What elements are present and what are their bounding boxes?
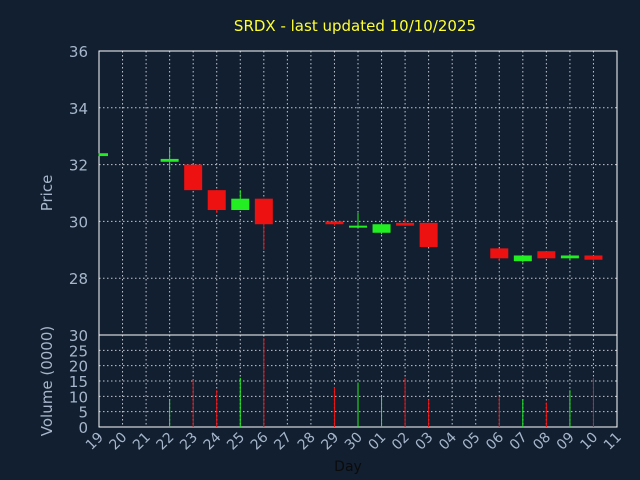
candle-body <box>419 222 438 247</box>
x-tick-label: 28 <box>295 430 319 454</box>
volume-tick-label: 30 <box>69 327 88 345</box>
x-axis-label: Day <box>334 459 362 475</box>
x-tick-label: 26 <box>248 429 272 453</box>
candle-body <box>184 164 203 191</box>
x-tick-label: 22 <box>154 430 178 454</box>
candle-body <box>490 248 509 259</box>
price-axis-label: Price <box>38 175 56 212</box>
candle-body <box>231 198 250 211</box>
x-tick-label: 05 <box>460 430 484 454</box>
price-tick-label: 36 <box>69 43 88 61</box>
x-tick-label: 29 <box>318 430 342 454</box>
candle-body <box>584 255 603 260</box>
candle-body <box>207 190 226 211</box>
volume-tick-label: 0 <box>78 419 88 437</box>
candle-body <box>349 225 367 228</box>
candle-body <box>254 198 273 225</box>
x-tick-label: 25 <box>224 430 248 454</box>
x-tick-label: 03 <box>413 430 437 454</box>
x-tick-label: 04 <box>436 429 460 453</box>
x-tick-label: 01 <box>365 430 389 454</box>
price-tick-label: 28 <box>69 270 88 288</box>
price-tick-label: 30 <box>69 213 88 231</box>
volume-axis-label: Volume (0000) <box>38 326 56 436</box>
x-tick-label: 07 <box>507 430 531 454</box>
candle-body <box>396 222 415 226</box>
x-tick-label: 10 <box>577 430 601 454</box>
x-tick-label: 11 <box>601 430 625 454</box>
x-tick-label: 30 <box>342 430 366 454</box>
volume-tick-label: 5 <box>78 404 88 422</box>
candle-body <box>160 158 179 162</box>
volume-tick-label: 25 <box>69 342 88 360</box>
x-tick-label: 06 <box>483 429 507 453</box>
candle-body <box>325 221 344 225</box>
x-tick-label: 02 <box>389 430 413 454</box>
price-tick-label: 34 <box>69 100 88 118</box>
volume-tick-label: 15 <box>69 373 88 391</box>
x-tick-label: 09 <box>554 430 578 454</box>
candle-body <box>537 251 556 259</box>
price-tick-label: 32 <box>69 157 88 175</box>
chart-title: SRDX - last updated 10/10/2025 <box>234 17 476 35</box>
x-tick-label: 20 <box>106 430 130 454</box>
candle-body <box>99 153 108 157</box>
volume-tick-label: 20 <box>69 358 88 376</box>
x-tick-label: 27 <box>271 430 295 454</box>
x-tick-label: 21 <box>130 430 154 454</box>
candle-body <box>372 224 391 233</box>
x-tick-label: 23 <box>177 430 201 454</box>
x-tick-label: 08 <box>530 430 554 454</box>
volume-tick-label: 10 <box>69 388 88 406</box>
x-tick-label: 24 <box>201 429 225 453</box>
candle-body <box>560 255 579 259</box>
candle-body <box>513 255 532 262</box>
